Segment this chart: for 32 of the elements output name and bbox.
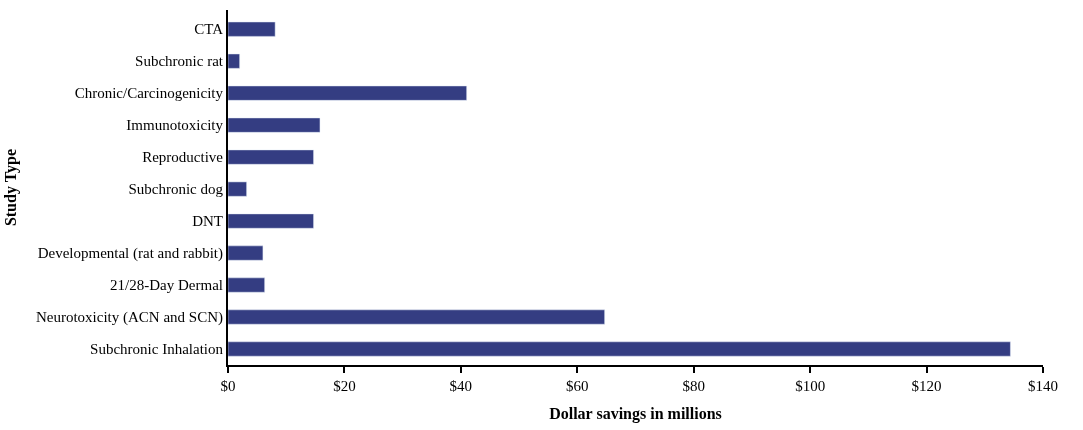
y-tick-label: Developmental (rat and rabbit) xyxy=(37,245,223,263)
x-tick-label: $140 xyxy=(1028,378,1058,394)
y-tick-label: Immunotoxicity xyxy=(126,117,224,134)
bar xyxy=(228,277,265,293)
y-tick-label: 21/28-Day Dermal xyxy=(110,277,223,294)
y-tick-label: DNT xyxy=(192,213,223,230)
bar xyxy=(228,213,314,229)
bar xyxy=(228,309,605,325)
y-tick-label: CTA xyxy=(194,21,224,38)
x-tick-label: $60 xyxy=(566,378,589,394)
bar xyxy=(228,117,321,133)
x-tick-label: $20 xyxy=(333,378,356,394)
x-tick-label: $0 xyxy=(220,378,236,394)
y-tick-label: Subchronic dog xyxy=(128,181,224,198)
bar xyxy=(228,53,240,69)
x-tick-label: $80 xyxy=(682,378,705,394)
bar xyxy=(228,181,247,197)
y-axis-title: Study Type xyxy=(2,148,21,227)
bar xyxy=(228,245,264,261)
y-tick-label: Reproductive xyxy=(142,149,224,166)
x-tick-label: $120 xyxy=(911,378,942,394)
y-tick-label: Neurotoxicity (ACN and SCN) xyxy=(35,309,223,327)
bar xyxy=(228,85,467,101)
bar xyxy=(228,149,314,165)
bar xyxy=(228,341,1011,357)
bar xyxy=(228,21,276,37)
x-tick-label: $100 xyxy=(795,378,826,394)
y-tick-label: Chronic/Carcinogenicity xyxy=(74,85,224,102)
y-tick-label: Subchronic rat xyxy=(135,53,224,70)
x-tick-label: $40 xyxy=(449,378,473,394)
y-tick-label: Subchronic Inhalation xyxy=(90,341,224,358)
x-axis-title: Dollar savings in millions xyxy=(549,405,722,424)
